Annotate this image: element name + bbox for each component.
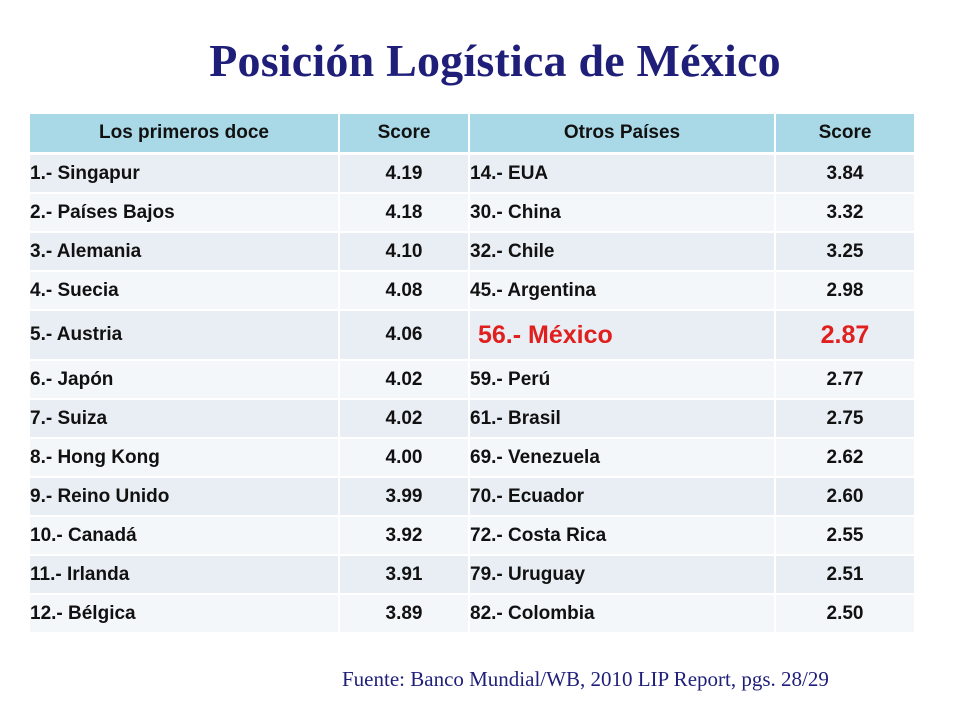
other-score-cell: 2.75 [776,400,914,439]
header-top-twelve: Los primeros doce [30,114,340,155]
table-row: 12.- Bélgica 3.89 82.- Colombia 2.50 [30,595,914,634]
top-score-cell: 4.02 [340,400,470,439]
header-other-countries: Otros Países [470,114,776,155]
table-row: 4.- Suecia 4.08 45.- Argentina 2.98 [30,272,914,311]
header-score-other: Score [776,114,914,155]
other-score-cell: 2.55 [776,517,914,556]
top-score-cell: 4.19 [340,155,470,194]
other-score-cell: 2.51 [776,556,914,595]
top-score-cell: 3.99 [340,478,470,517]
top-country-cell: 7.- Suiza [30,400,340,439]
top-score-cell: 3.92 [340,517,470,556]
top-country-cell: 1.- Singapur [30,155,340,194]
top-score-cell: 4.10 [340,233,470,272]
top-country-cell: 5.- Austria [30,311,340,361]
other-country-cell: 70.- Ecuador [470,478,776,517]
table-row: 11.- Irlanda 3.91 79.- Uruguay 2.51 [30,556,914,595]
other-country-cell: 30.- China [470,194,776,233]
top-country-cell: 10.- Canadá [30,517,340,556]
top-country-cell: 12.- Bélgica [30,595,340,634]
top-score-cell: 4.18 [340,194,470,233]
top-score-cell: 4.08 [340,272,470,311]
other-score-cell: 3.25 [776,233,914,272]
other-country-cell: 79.- Uruguay [470,556,776,595]
source-note: Fuente: Banco Mundial/WB, 2010 LIP Repor… [342,667,829,691]
table-header-row: Los primeros doce Score Otros Países Sco… [30,114,914,155]
table-row: 7.- Suiza 4.02 61.- Brasil 2.75 [30,400,914,439]
top-score-cell: 3.89 [340,595,470,634]
other-country-cell: 82.- Colombia [470,595,776,634]
top-score-cell: 4.00 [340,439,470,478]
other-country-cell: 32.- Chile [470,233,776,272]
other-country-cell: 72.- Costa Rica [470,517,776,556]
other-score-cell: 2.60 [776,478,914,517]
other-country-cell: 56.- México [470,311,776,361]
top-country-cell: 8.- Hong Kong [30,439,340,478]
table-row: 10.- Canadá 3.92 72.- Costa Rica 2.55 [30,517,914,556]
other-score-cell: 2.62 [776,439,914,478]
table-row: 8.- Hong Kong 4.00 69.- Venezuela 2.62 [30,439,914,478]
top-country-cell: 4.- Suecia [30,272,340,311]
table-row: 3.- Alemania 4.10 32.- Chile 3.25 [30,233,914,272]
table-row: 2.- Países Bajos 4.18 30.- China 3.32 [30,194,914,233]
other-score-cell: 2.77 [776,361,914,400]
other-country-cell: 69.- Venezuela [470,439,776,478]
table-row: 6.- Japón 4.02 59.- Perú 2.77 [30,361,914,400]
top-score-cell: 4.06 [340,311,470,361]
other-score-cell: 3.32 [776,194,914,233]
other-score-cell: 3.84 [776,155,914,194]
table-row: 9.- Reino Unido 3.99 70.- Ecuador 2.60 [30,478,914,517]
top-score-cell: 3.91 [340,556,470,595]
other-score-cell: 2.50 [776,595,914,634]
top-country-cell: 9.- Reino Unido [30,478,340,517]
other-country-cell: 14.- EUA [470,155,776,194]
other-country-cell: 61.- Brasil [470,400,776,439]
other-country-cell: 59.- Perú [470,361,776,400]
top-country-cell: 3.- Alemania [30,233,340,272]
header-score: Score [340,114,470,155]
top-country-cell: 2.- Países Bajos [30,194,340,233]
top-score-cell: 4.02 [340,361,470,400]
top-country-cell: 11.- Irlanda [30,556,340,595]
other-score-cell: 2.98 [776,272,914,311]
table-row-highlighted: 5.- Austria 4.06 56.- México 2.87 [30,311,914,361]
other-country-cell: 45.- Argentina [470,272,776,311]
table-row: 1.- Singapur 4.19 14.- EUA 3.84 [30,155,914,194]
top-country-cell: 6.- Japón [30,361,340,400]
other-score-cell: 2.87 [776,311,914,361]
page-title: Posición Logística de México [209,35,781,86]
logistics-ranking-table: Los primeros doce Score Otros Países Sco… [30,114,914,634]
